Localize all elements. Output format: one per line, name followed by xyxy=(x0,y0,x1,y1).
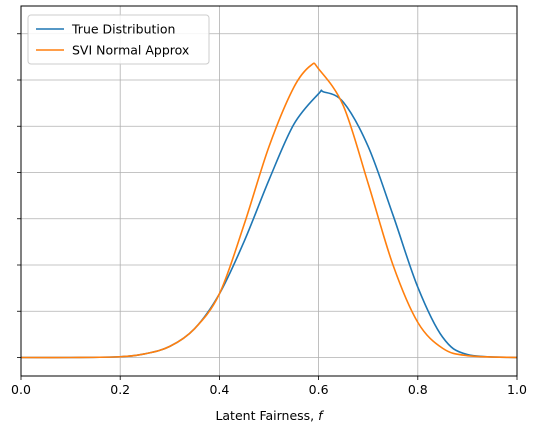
x-tick-label-1: 0.2 xyxy=(110,382,130,397)
series-line-1 xyxy=(20,62,518,359)
x-axis-label-text: Latent Fairness, xyxy=(215,408,318,423)
legend-box xyxy=(27,14,210,65)
x-axis-label: Latent Fairness, f xyxy=(215,408,324,423)
x-tick-label-5: 1.0 xyxy=(507,382,527,397)
x-tick-label-3: 0.6 xyxy=(309,382,329,397)
series-lines xyxy=(20,62,518,359)
legend-label-0: True Distribution xyxy=(71,22,175,37)
x-axis-label-variable: f xyxy=(318,408,324,423)
x-axis-ticks: 0.0 0.2 0.4 0.6 0.8 1.0 xyxy=(11,376,527,397)
x-tick-label-0: 0.0 xyxy=(11,382,31,397)
legend-label-1: SVI Normal Approx xyxy=(72,43,189,58)
series-line-0 xyxy=(20,89,518,359)
x-tick-label-4: 0.8 xyxy=(408,382,428,397)
y-axis-ticks xyxy=(17,33,21,358)
legend: True Distribution SVI Normal Approx xyxy=(27,14,210,65)
x-tick-label-2: 0.4 xyxy=(209,382,229,397)
plot-frame xyxy=(20,5,518,377)
